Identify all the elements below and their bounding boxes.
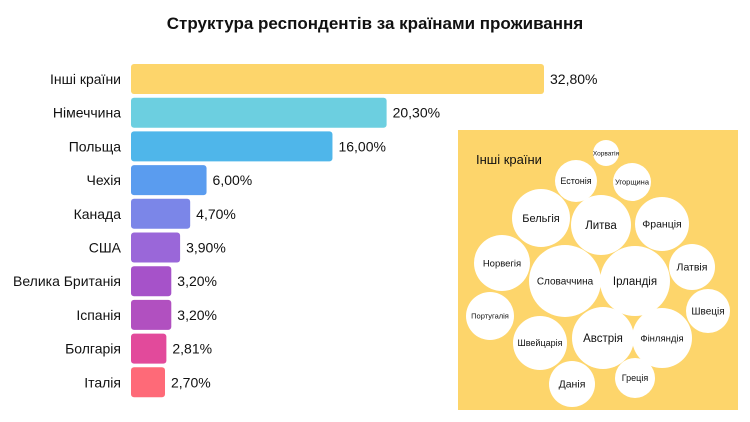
bubble-item-2 [613,163,651,201]
bubble-item-7 [529,245,601,317]
value-label: 20,30% [393,105,440,121]
bubble-label: Швейцарія [518,338,563,348]
bar-item-7 [131,299,172,330]
bubble-item-5 [635,197,689,251]
category-label: Італія [84,374,121,390]
category-label: Велика Британія [13,273,121,289]
value-label: 3,20% [177,273,217,289]
bar-item-8 [131,333,167,364]
bubble-label: Португалія [471,312,509,321]
bar-item-0 [131,64,544,94]
bubble-chart: Хорватія Естонія Угорщина Бельгія Литва Франц… [466,140,730,407]
bubble-label: Угорщина [615,178,650,187]
bubble-label: Бельгія [522,213,560,225]
category-label: Інші країни [50,71,121,87]
bubble-label: Естонія [560,176,591,186]
bubble-label: Франція [642,219,682,231]
bubble-item-13 [572,307,634,369]
bar-item-1 [131,97,387,128]
category-label: Німеччина [53,105,121,121]
category-label: Іспанія [76,307,121,323]
bubble-item-12 [513,316,567,370]
bar-item-4 [131,198,191,229]
bubble-label: Швеція [691,307,724,318]
bubble-item-14 [632,308,692,368]
bar-item-9 [131,367,165,398]
bubble-label: Словаччина [537,277,594,288]
category-label: Канада [74,206,122,222]
bar-item-3 [131,165,207,196]
bubble-item-11 [686,289,730,333]
bubble-label: Ірландія [613,276,657,288]
value-label: 4,70% [196,206,236,222]
bubble-item-1 [555,160,597,202]
bubble-item-10 [466,292,514,340]
value-label: 16,00% [338,138,385,154]
value-label: 6,00% [213,172,253,188]
bubble-label: Греція [622,373,649,383]
bar-item-6 [131,266,172,297]
bar-item-5 [131,232,181,263]
value-label: 32,80% [550,71,597,87]
bubble-label: Хорватія [593,149,620,157]
category-label: Чехія [86,172,121,188]
bubble-item-4 [571,195,631,255]
bubble-item-9 [669,244,715,290]
other-countries-panel: Хорватія Естонія Угорщина Бельгія Литва Франц… [458,130,738,410]
value-label: 3,20% [177,307,217,323]
bubble-label: Латвія [677,262,708,274]
value-label: 3,90% [186,240,226,256]
bubble-item-3 [512,189,570,247]
category-label: Польща [69,138,122,154]
bubble-item-0 [593,140,619,166]
bubble-item-6 [474,235,530,291]
panel-title: Інші країни [476,152,542,167]
category-label: США [89,240,122,256]
bubble-label: Фінляндія [640,333,683,344]
value-label: 2,81% [172,341,212,357]
bubble-label: Литва [585,220,617,232]
chart-title: Структура респондентів за країнами прожи… [166,14,584,33]
bubble-item-16 [615,358,655,398]
bubble-label: Данія [559,379,586,391]
bubble-item-15 [549,361,595,407]
value-label: 2,70% [171,374,211,390]
bubble-label: Норвегія [483,258,521,269]
bubble-item-8 [600,246,670,316]
category-label: Болгарія [65,341,121,357]
bar-item-2 [131,131,333,162]
bubble-label: Австрія [583,333,623,345]
